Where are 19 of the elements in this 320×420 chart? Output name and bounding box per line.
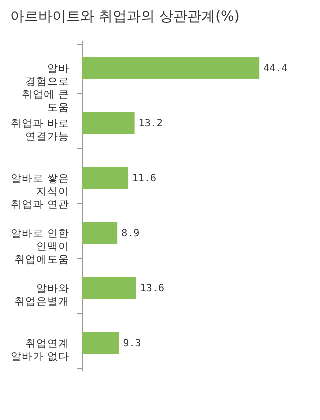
data-label: 11.6 xyxy=(132,174,156,184)
y-tick-label: 알바 경험으로 취업에 큰 도움 xyxy=(22,63,70,114)
data-label: 8.9 xyxy=(122,228,140,240)
data-label: 9.3 xyxy=(123,338,142,350)
bar xyxy=(82,168,128,190)
y-tick-label: 취업연계 알바가 없다 xyxy=(11,338,70,363)
bar xyxy=(82,332,120,354)
bar xyxy=(82,58,260,80)
chart-title: 아르바이트와 취업과의 상관관계(%) xyxy=(10,9,240,25)
bar xyxy=(82,278,136,300)
y-tick-label: 알바로 쌓은 지식이 취업과 연관 xyxy=(11,173,70,211)
bar xyxy=(82,222,118,244)
y-tick-label: 알바와 취업은별개 xyxy=(14,283,70,308)
data-label: 13.2 xyxy=(138,118,163,130)
data-label: 13.6 xyxy=(140,284,164,294)
y-tick-label: 알바로 인한 인맥이 취업에도움 xyxy=(11,228,70,266)
data-label: 44.4 xyxy=(264,64,288,74)
bar xyxy=(82,112,135,134)
y-tick-label: 취업과 바로 연결가능 xyxy=(11,118,70,143)
